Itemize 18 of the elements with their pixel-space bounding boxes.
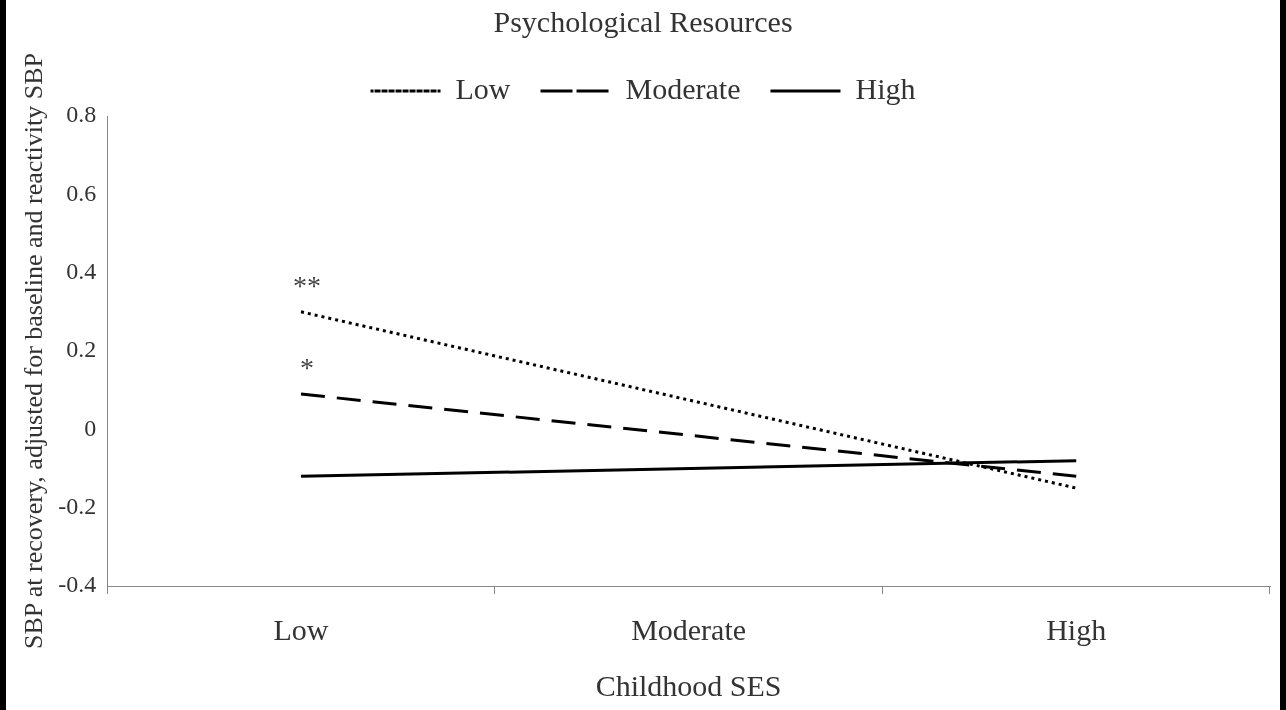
- x-tick-label: Moderate: [631, 612, 747, 646]
- x-axis-title: Childhood SES: [595, 668, 782, 702]
- annotation: **: [292, 270, 321, 302]
- x-tick-label: High: [1046, 612, 1107, 646]
- y-tick-label: 0.2: [66, 336, 97, 363]
- y-axis-title: SBP at recovery, adjusted for baseline and reactivity SBP: [19, 53, 49, 649]
- legend-label: High: [855, 71, 916, 105]
- y-tick-label: -0.2: [58, 492, 97, 519]
- x-tick-label: Low: [273, 612, 329, 646]
- legend-label: Low: [455, 71, 511, 105]
- annotation: *: [299, 352, 314, 384]
- y-tick-label: 0.4: [66, 257, 97, 284]
- y-tick-label: 0.6: [66, 179, 97, 206]
- y-tick-label: 0.8: [66, 101, 97, 128]
- legend-label: Moderate: [625, 71, 741, 105]
- chart-title: Psychological Resources: [493, 4, 793, 38]
- y-tick-label: 0: [84, 414, 97, 441]
- y-tick-label: -0.4: [58, 571, 97, 598]
